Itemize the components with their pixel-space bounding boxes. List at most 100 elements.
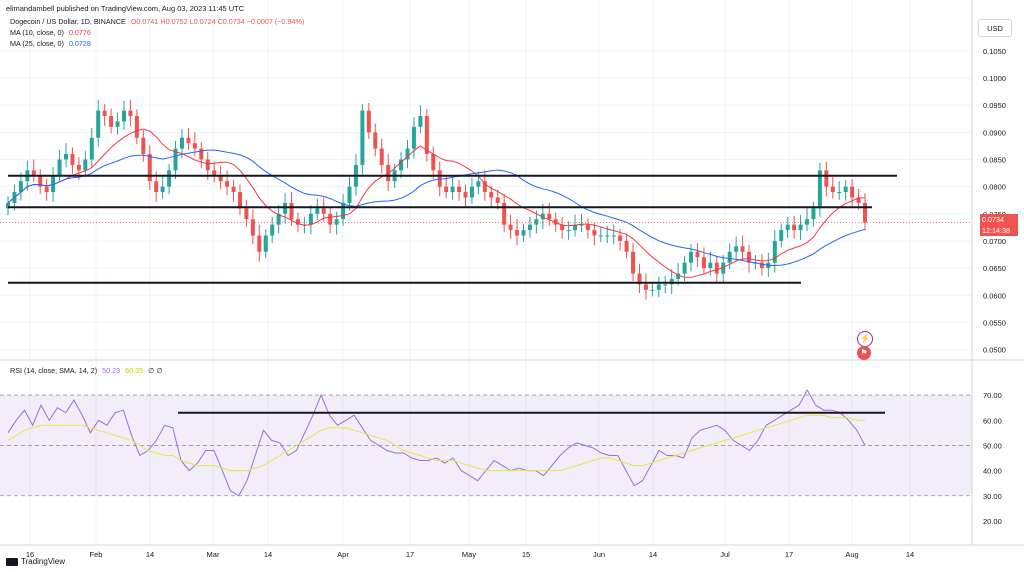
time-tick-label: 16 <box>26 550 34 559</box>
candle-body <box>102 110 107 117</box>
candle-body <box>708 262 713 269</box>
candle-body <box>747 251 752 263</box>
candle-body <box>624 240 629 252</box>
trendlines <box>8 174 897 284</box>
candle-body <box>141 137 146 155</box>
candle-body <box>701 257 706 269</box>
candle-body <box>714 262 719 274</box>
candle-body <box>805 219 810 225</box>
candle-body <box>244 208 249 220</box>
candle-body <box>186 137 191 144</box>
ma10-label: MA (10, close, 0) <box>10 28 64 37</box>
candle-body <box>669 278 674 285</box>
candle-body <box>598 235 603 237</box>
ma10-legend[interactable]: MA (10, close, 0) 0.0776 <box>10 28 91 37</box>
price-tick-label: 0.0650 <box>983 264 1006 273</box>
candle-series <box>6 99 867 300</box>
candle-body <box>663 284 668 286</box>
candle-body <box>405 148 410 160</box>
price-tick-label: 0.0700 <box>983 237 1006 246</box>
rsi-value: 50.23 <box>102 366 121 375</box>
candle-body <box>437 170 442 187</box>
candle-body <box>431 154 436 171</box>
candle-body <box>843 186 848 193</box>
candle-body <box>109 116 114 127</box>
candle-body <box>373 132 378 149</box>
candle-body <box>76 164 81 171</box>
candle-body <box>379 148 384 165</box>
time-tick-label: Mar <box>207 550 220 559</box>
rsi-tick-label: 40.00 <box>983 467 1002 476</box>
candle-body <box>824 170 829 187</box>
candle-body <box>740 246 745 252</box>
candle-body <box>96 110 101 138</box>
candle-body <box>476 181 481 187</box>
candle-body <box>44 186 49 193</box>
candle-body <box>89 137 94 160</box>
price-tick-label: 0.0600 <box>983 291 1006 300</box>
candle-body <box>6 202 10 209</box>
candle-body <box>695 251 700 258</box>
time-tick-label: Aug <box>845 550 858 559</box>
candle-body <box>463 192 468 198</box>
candle-body <box>521 230 526 236</box>
candle-body <box>811 208 816 220</box>
symbol-legend[interactable]: Dogecoin / US Dollar, 1D, BINANCE O0.074… <box>10 17 304 26</box>
candle-body <box>450 186 455 193</box>
rsi-ma-line <box>7 414 865 472</box>
candle-body <box>173 148 178 171</box>
candle-body <box>798 224 803 231</box>
currency-selector[interactable]: USD <box>978 19 1012 37</box>
candle-body <box>263 235 268 252</box>
candle-body <box>399 159 404 171</box>
candle-body <box>70 154 75 165</box>
lightning-event-icon[interactable]: ⚡ <box>857 331 873 347</box>
candle-body <box>295 219 300 225</box>
price-tick-label: 0.0950 <box>983 101 1006 110</box>
time-tick-label: 14 <box>649 550 657 559</box>
candle-body <box>38 175 43 187</box>
candle-body <box>727 251 732 263</box>
time-tick-label: 17 <box>406 550 414 559</box>
candle-body <box>772 240 777 263</box>
candle-body <box>121 110 126 122</box>
candle-body <box>270 224 275 236</box>
candle-body <box>147 154 152 182</box>
candle-body <box>289 202 294 220</box>
time-tick-label: 15 <box>522 550 530 559</box>
price-tick-label: 0.0550 <box>983 318 1006 327</box>
candle-body <box>276 213 281 225</box>
price-tick-label: 0.0900 <box>983 128 1006 137</box>
candle-body <box>328 213 333 225</box>
rsi-legend[interactable]: RSI (14, close, SMA, 14, 2) 50.23 60.35 … <box>10 366 163 375</box>
candle-body <box>837 192 842 194</box>
time-tick-label: May <box>462 550 476 559</box>
time-tick-label: Jul <box>720 550 730 559</box>
rsi-line <box>7 388 866 497</box>
candle-body <box>534 219 539 225</box>
us-flag-event-icon[interactable]: ⚑ <box>857 346 871 360</box>
price-tick-label: 0.0800 <box>983 183 1006 192</box>
candle-body <box>573 224 578 231</box>
candle-body <box>366 110 371 133</box>
time-tick-label: 14 <box>264 550 272 559</box>
price-tick-label: 0.0850 <box>983 155 1006 164</box>
candle-body <box>682 262 687 274</box>
candle-body <box>321 208 326 214</box>
ma25-value: 0.0728 <box>68 39 91 48</box>
footer-brand[interactable]: TradingView <box>6 557 65 566</box>
candle-body <box>218 175 223 182</box>
candle-body <box>482 181 487 193</box>
publisher-credit: elimandambell published on TradingView.c… <box>6 4 245 13</box>
candle-body <box>444 186 449 193</box>
candle-body <box>418 116 423 127</box>
candle-body <box>817 170 822 209</box>
candle-body <box>759 262 764 269</box>
candle-body <box>424 116 429 155</box>
candle-body <box>63 154 68 160</box>
candle-body <box>115 121 120 127</box>
candle-body <box>334 219 339 225</box>
candle-body <box>592 230 597 236</box>
candle-body <box>637 273 642 285</box>
ma25-legend[interactable]: MA (25, close, 0) 0.0728 <box>10 39 91 48</box>
